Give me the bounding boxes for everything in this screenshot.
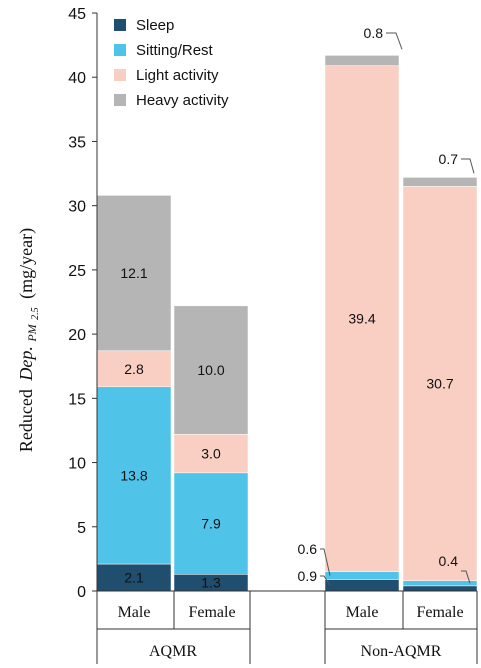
bars-layer xyxy=(96,55,478,592)
bar-segment-sleep-0 xyxy=(96,563,172,592)
y-tick-label: 45 xyxy=(68,6,86,23)
x-category-label: Female xyxy=(416,604,463,621)
legend-swatch xyxy=(114,94,126,106)
legend-entry: Light activity xyxy=(136,67,219,84)
legend: Sleep Sitting/Rest Light activity Heavy act… xyxy=(114,17,229,109)
bar-segment-sleep-2 xyxy=(324,579,400,592)
bar-segment-light-activity-1 xyxy=(173,434,249,474)
data-label: 10.0 xyxy=(197,362,224,378)
data-label: 39.4 xyxy=(348,311,375,327)
legend-swatch xyxy=(114,44,126,56)
bar-segment-sitting-rest-1 xyxy=(173,472,249,575)
legend-entry: Sleep xyxy=(136,17,174,34)
y-tick-label: 40 xyxy=(68,70,86,87)
data-label: 13.8 xyxy=(120,467,147,483)
y-axis-title: Reduced Dep. PM 2.5 (mg/year) xyxy=(16,228,42,452)
callout-label-nonaqmr-male-sitting: 0.6 xyxy=(298,541,318,557)
bar-segment-sitting-rest-0 xyxy=(96,386,172,565)
data-label: 30.7 xyxy=(426,376,453,392)
bar-segment-heavy-activity-0 xyxy=(96,195,172,352)
callout-label-nonaqmr-female-heavy: 0.7 xyxy=(439,151,459,167)
y-tick-label: 30 xyxy=(68,199,86,216)
y-tick-label: 10 xyxy=(68,456,86,473)
x-category-label: Female xyxy=(188,604,235,621)
callout-label-nonaqmr-male-sleep-leader xyxy=(320,575,331,586)
legend-entry: Heavy activity xyxy=(136,92,229,109)
callout-label-nonaqmr-female-sitting-leader xyxy=(461,570,471,584)
bar-segment-sleep-3 xyxy=(402,585,478,592)
legend-entry: Sitting/Rest xyxy=(136,42,214,59)
bar-segment-heavy-activity-3 xyxy=(402,177,478,187)
callout-label-nonaqmr-male-heavy-leader xyxy=(386,32,403,50)
x-group-label: Non-AQMR xyxy=(361,643,442,660)
legend-swatch xyxy=(114,19,126,31)
bar-segment-light-activity-3 xyxy=(402,186,478,581)
y-tick-label: 5 xyxy=(77,520,86,537)
callout-label-nonaqmr-female-sitting: 0.4 xyxy=(439,553,459,569)
legend-swatch xyxy=(114,69,126,81)
y-tick-label: 25 xyxy=(68,263,86,280)
callout-label-nonaqmr-male-sleep: 0.9 xyxy=(298,568,318,584)
data-label: 1.3 xyxy=(201,575,221,591)
y-tick-label: 20 xyxy=(68,327,86,344)
bar-segment-sitting-rest-3 xyxy=(402,580,478,587)
callout-label-nonaqmr-male-heavy: 0.8 xyxy=(364,25,384,41)
x-category-label: Male xyxy=(346,604,379,621)
callout-label-nonaqmr-female-heavy-leader xyxy=(461,158,475,174)
data-label: 3.0 xyxy=(201,446,221,462)
bar-segment-heavy-activity-1 xyxy=(173,305,249,435)
y-tick-label: 0 xyxy=(77,584,86,601)
data-label: 12.1 xyxy=(120,265,147,281)
x-axis: Male Female Male Female AQMR Non-AQMR xyxy=(96,590,478,664)
y-tick-label: 35 xyxy=(68,134,86,151)
x-group-label: AQMR xyxy=(149,643,197,660)
x-category-label: Male xyxy=(118,604,151,621)
data-label: 2.1 xyxy=(124,570,144,586)
bar-segment-heavy-activity-2 xyxy=(324,55,400,66)
callouts-layer xyxy=(320,32,475,586)
bar-segment-light-activity-2 xyxy=(324,65,400,572)
data-labels-layer: 2.1 1.3 13.8 7.9 2.8 3.0 39.4 30.7 12.1 10.0 0.8 0.… xyxy=(120,25,458,591)
y-axis: 0 5 10 15 20 25 30 35 40 45 xyxy=(68,6,98,601)
data-label: 2.8 xyxy=(124,361,144,377)
y-tick-label: 15 xyxy=(68,391,86,408)
callout-label-nonaqmr-male-sitting-leader xyxy=(320,548,331,576)
data-label: 7.9 xyxy=(201,516,221,532)
bar-segment-sitting-rest-2 xyxy=(324,571,400,580)
